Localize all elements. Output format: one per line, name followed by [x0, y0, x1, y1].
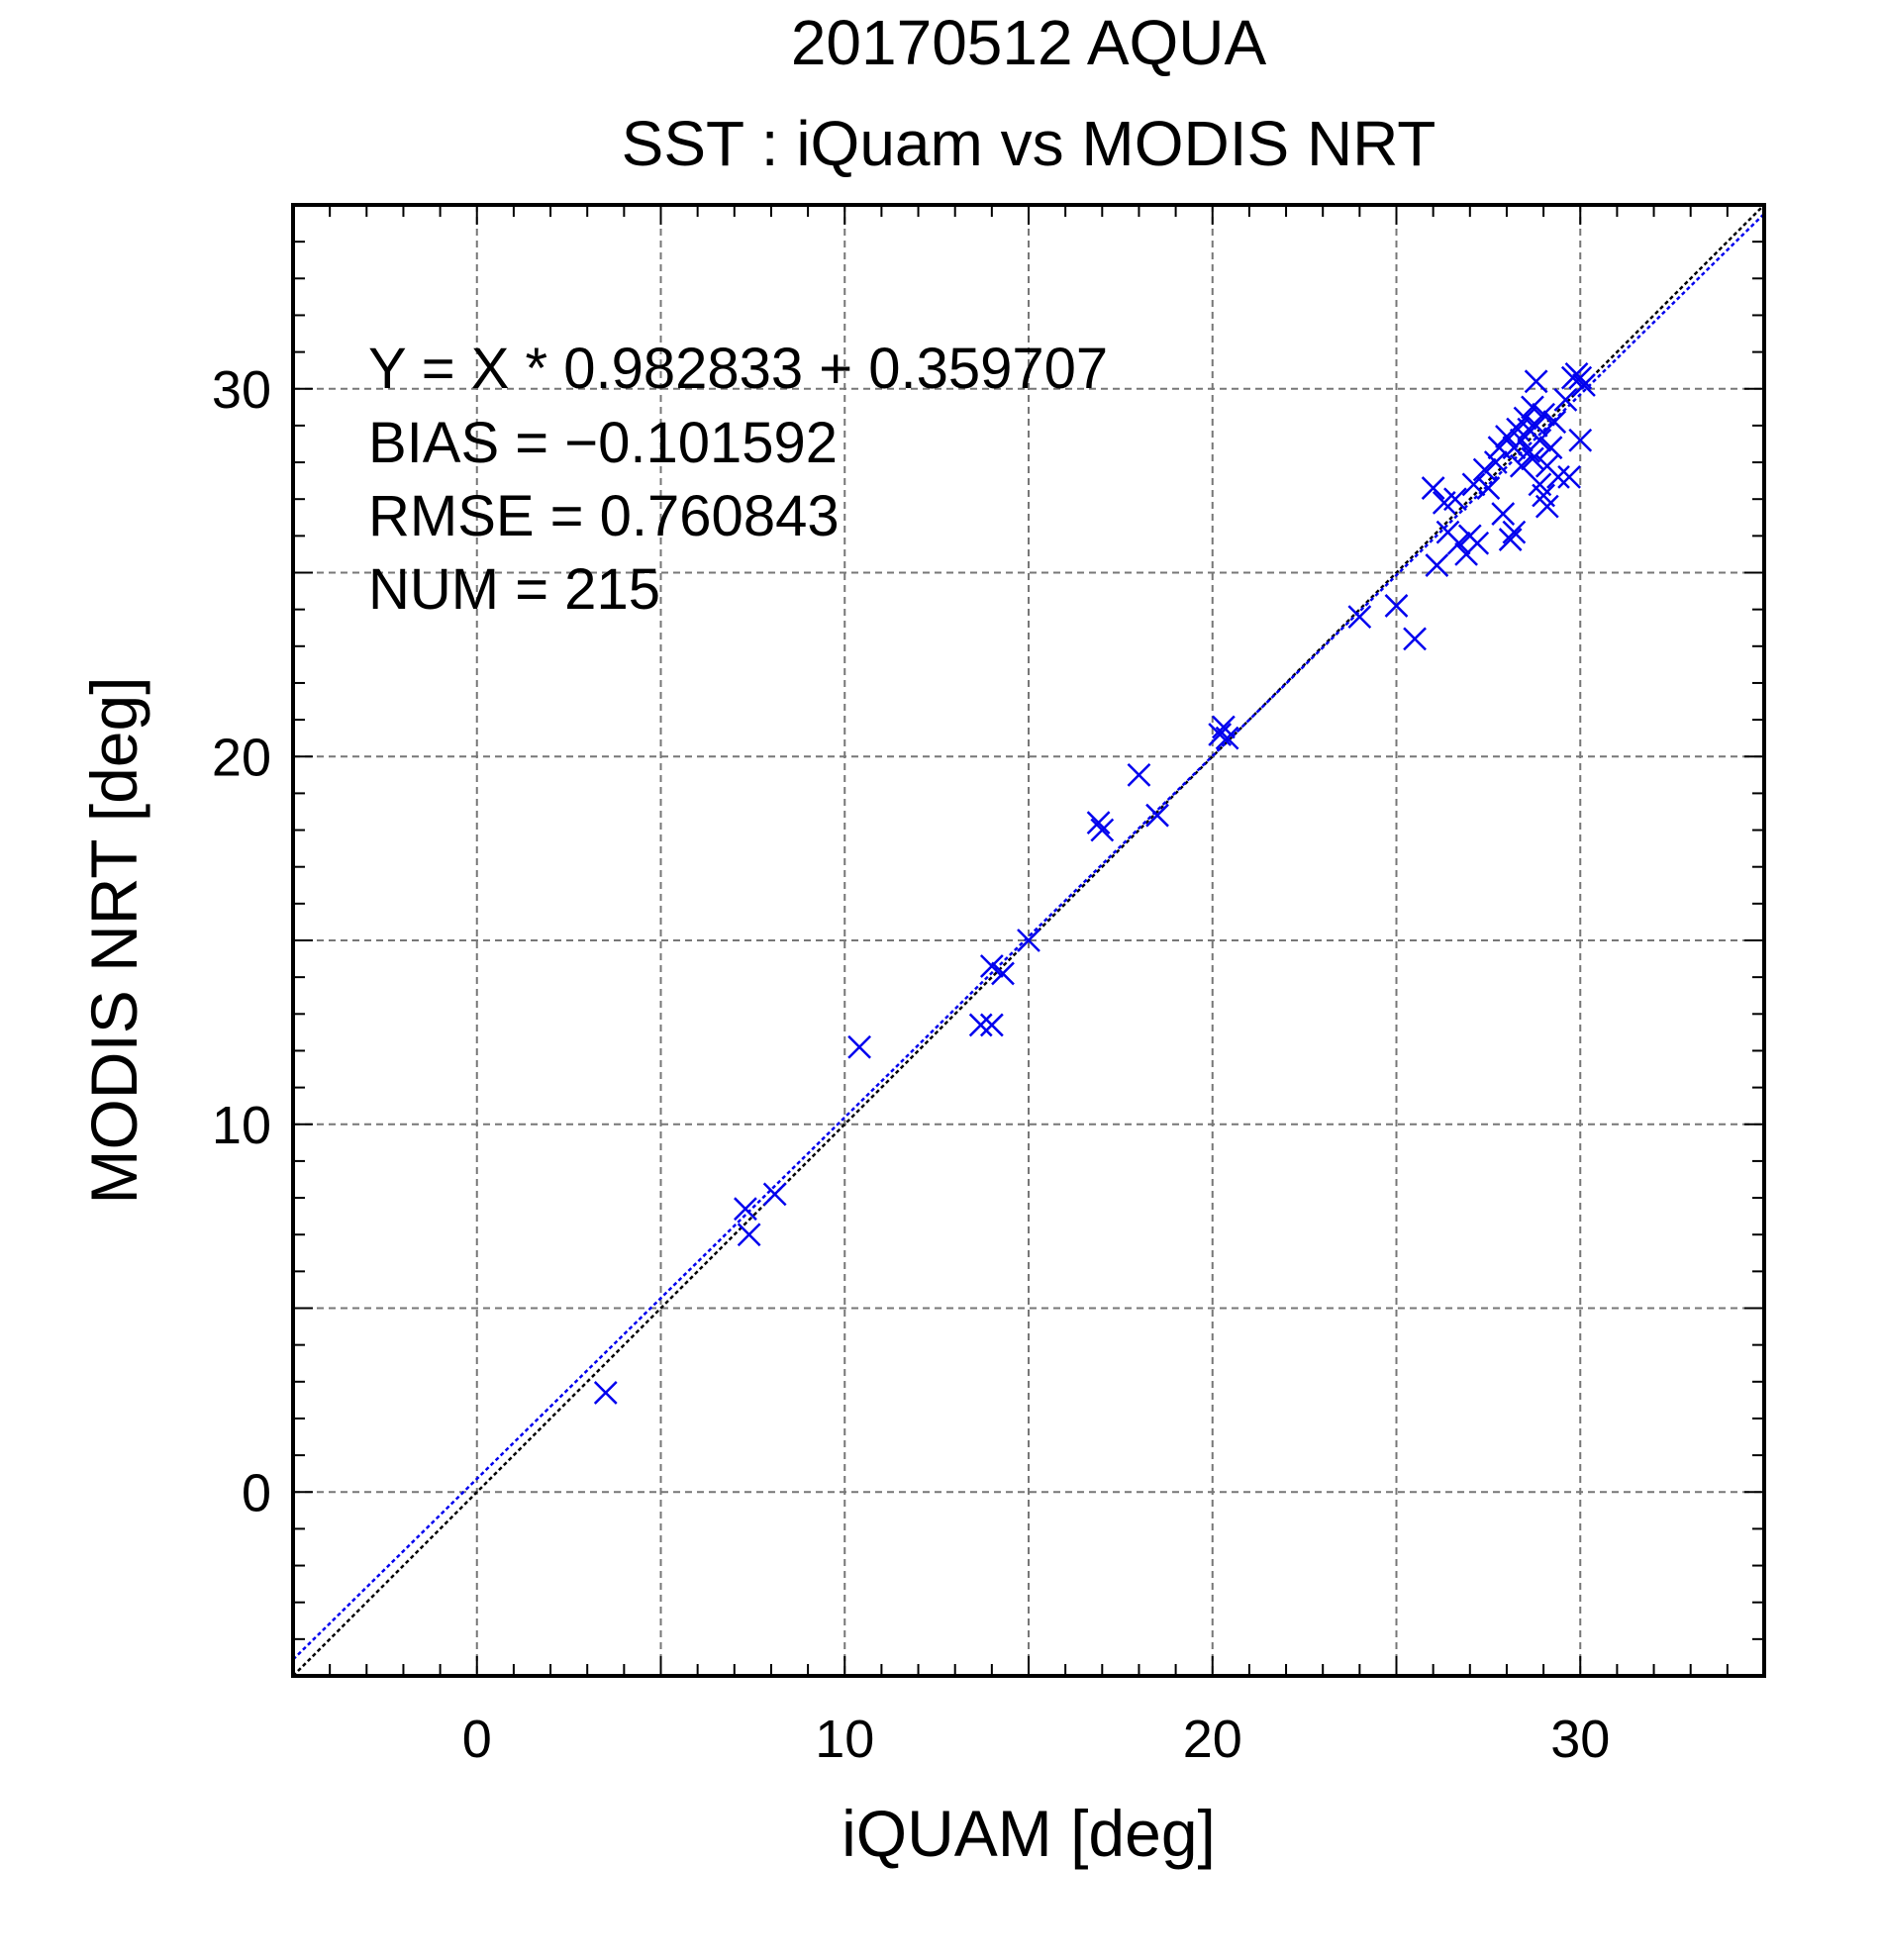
scatter-point — [1127, 762, 1151, 787]
scatter-point — [979, 1013, 1004, 1037]
scatter-point — [762, 1182, 787, 1207]
scatter-point — [1509, 453, 1534, 478]
chart-subtitle: SST : iQuam vs MODIS NRT — [622, 108, 1436, 179]
x-axis-label: iQUAM [deg] — [842, 1797, 1216, 1870]
scatter-point — [1090, 818, 1115, 842]
scatter-point — [1524, 414, 1548, 438]
scatter-point — [979, 954, 1004, 978]
y-tick-label: 30 — [212, 360, 271, 420]
regression-equation: Y = X * 0.982833 + 0.359707 — [368, 337, 1108, 401]
scatter-point — [1568, 428, 1593, 452]
chart-title: 20170512 AQUA — [791, 7, 1267, 78]
scatter-point — [1145, 803, 1169, 828]
x-tick-label: 20 — [1183, 1710, 1242, 1769]
scatter-point — [1483, 450, 1508, 474]
x-tick-label: 0 — [462, 1710, 492, 1769]
scatter-point — [1461, 472, 1486, 497]
plot-frame — [291, 203, 1766, 1678]
scatter-point — [1534, 494, 1559, 519]
y-tick-label: 0 — [242, 1463, 271, 1522]
scatter-point — [968, 1013, 993, 1037]
scatter-point — [593, 1381, 618, 1405]
scatter-point — [1086, 811, 1111, 835]
scatter-point — [1472, 457, 1497, 482]
scatter-point — [1521, 446, 1544, 471]
x-tick-label: 10 — [815, 1710, 874, 1769]
scatter-point — [1538, 436, 1563, 460]
scatter-point — [1521, 395, 1544, 420]
scatter-point — [1425, 553, 1449, 577]
scatter-points — [593, 362, 1596, 1405]
scatter-point — [1524, 369, 1548, 394]
scatter-point — [1528, 428, 1552, 452]
scatter-point — [1553, 388, 1578, 412]
scatter-point — [1557, 465, 1581, 489]
scatter-point — [737, 1223, 761, 1247]
scatter-point — [1498, 528, 1523, 551]
y-tick-label: 10 — [212, 1096, 271, 1155]
scatter-point — [1491, 502, 1516, 526]
scatter-point — [1465, 531, 1490, 555]
y-tick-label: 20 — [212, 728, 271, 787]
scatter-point — [1546, 465, 1570, 489]
grid-lines — [293, 205, 1764, 1676]
scatter-point — [1542, 410, 1567, 435]
scatter-point — [1446, 531, 1471, 555]
x-tick-label: 30 — [1550, 1710, 1610, 1769]
scatter-point — [847, 1034, 871, 1059]
scatter-point — [734, 1197, 757, 1222]
scatter-point — [1215, 726, 1239, 750]
scatter-point — [1421, 476, 1445, 500]
scatter-point — [1495, 425, 1519, 448]
scatter-point — [1403, 627, 1427, 651]
scatter-point — [1532, 402, 1555, 427]
x-tick-labels: 0 10 20 30 — [462, 1710, 1611, 1769]
regression-line — [293, 213, 1764, 1661]
scatter-point — [1017, 929, 1040, 952]
stats-box: Y = X * 0.982833 + 0.359707 BIAS = −0.10… — [368, 337, 1108, 622]
scatter-point — [1572, 373, 1596, 397]
num-value: NUM = 215 — [368, 557, 660, 622]
scatter-point — [1347, 605, 1372, 629]
scatter-point — [991, 961, 1015, 986]
scatter-point — [1208, 723, 1233, 746]
y-tick-labels: 0 10 20 30 — [212, 360, 271, 1523]
rmse-value: RMSE = 0.760843 — [368, 484, 840, 548]
scatter-point — [1384, 594, 1409, 618]
bias-value: BIAS = −0.101592 — [368, 411, 838, 475]
scatter-point — [1568, 365, 1593, 390]
scatter-point — [1476, 476, 1501, 500]
y-axis-label: MODIS NRT [deg] — [77, 676, 150, 1204]
scatter-point — [1443, 487, 1467, 512]
scatter-point — [1502, 520, 1527, 544]
